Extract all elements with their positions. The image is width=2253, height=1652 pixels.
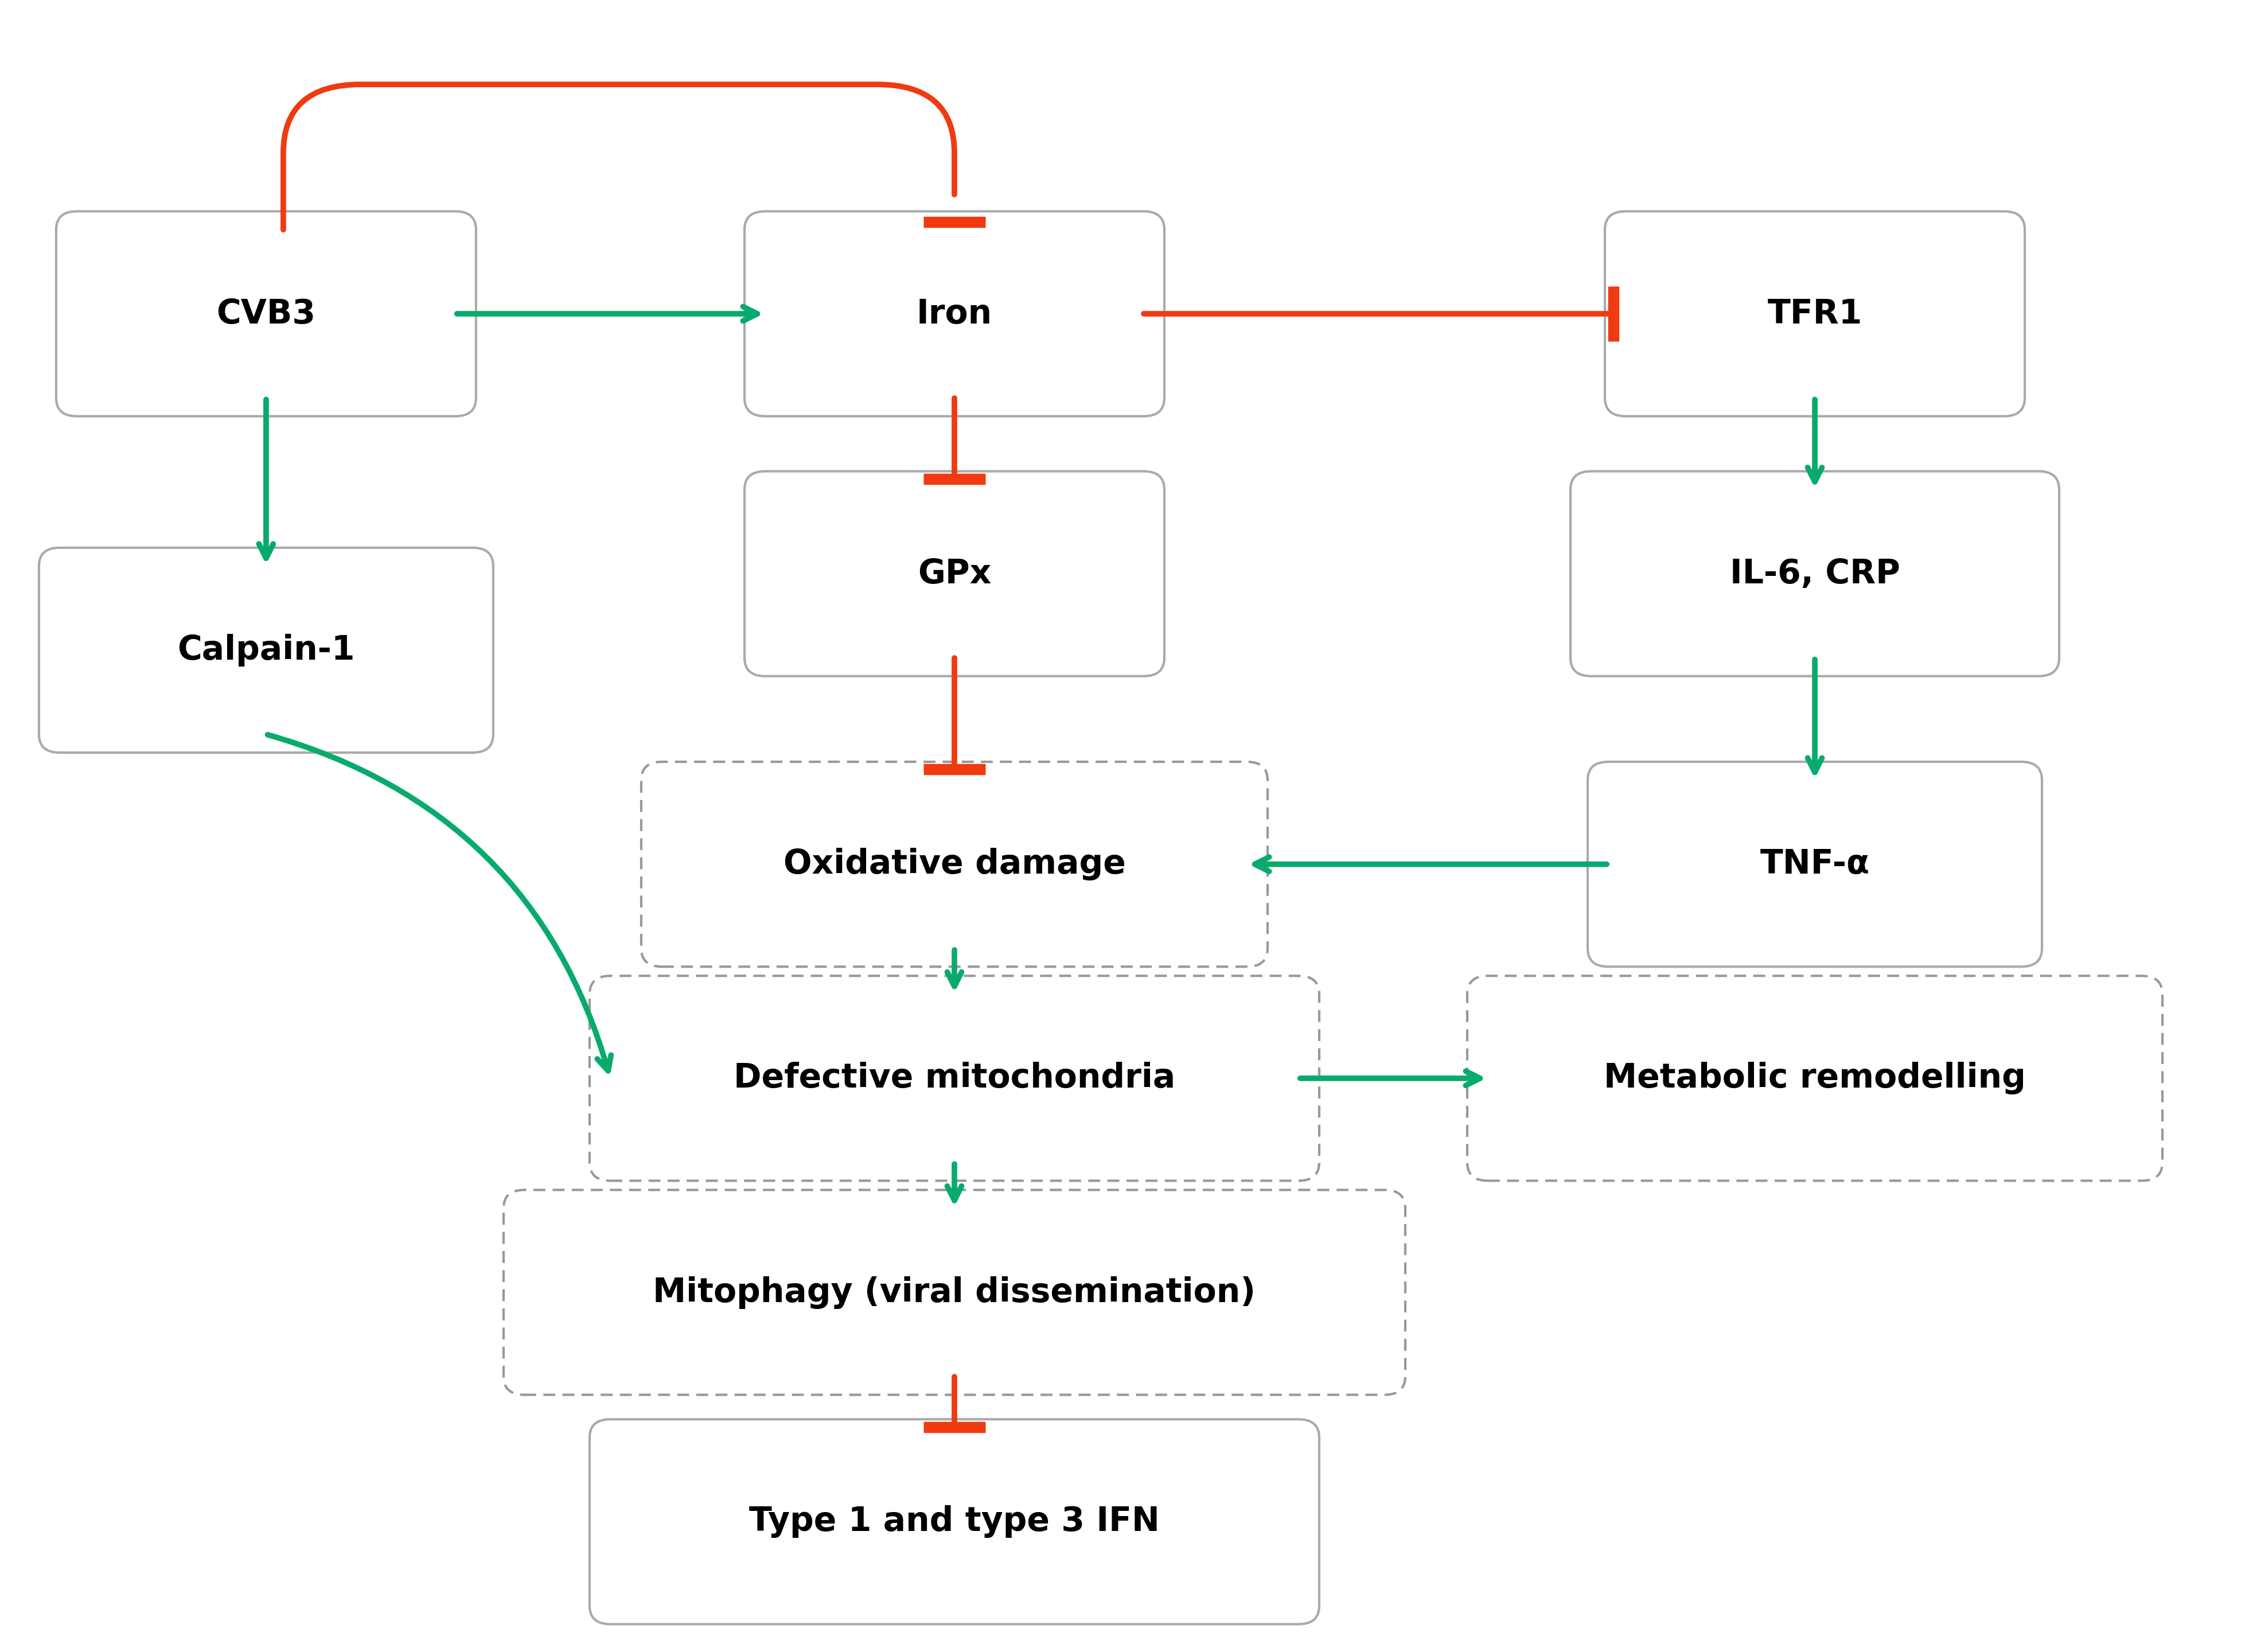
FancyBboxPatch shape — [1604, 211, 2025, 416]
Text: Defective mitochondria: Defective mitochondria — [734, 1062, 1176, 1095]
FancyBboxPatch shape — [505, 1189, 1406, 1394]
Text: TNF-α: TNF-α — [1760, 847, 1870, 881]
FancyBboxPatch shape — [590, 1419, 1320, 1624]
Text: IL-6, CRP: IL-6, CRP — [1730, 557, 1899, 590]
FancyBboxPatch shape — [1570, 471, 2059, 676]
Text: Type 1 and type 3 IFN: Type 1 and type 3 IFN — [748, 1505, 1160, 1538]
Text: Mitophagy (viral dissemination): Mitophagy (viral dissemination) — [653, 1275, 1255, 1308]
FancyBboxPatch shape — [590, 976, 1320, 1181]
Text: Calpain-1: Calpain-1 — [178, 634, 356, 666]
FancyBboxPatch shape — [1588, 762, 2041, 966]
FancyArrowPatch shape — [268, 735, 611, 1070]
Text: TFR1: TFR1 — [1766, 297, 1863, 330]
Text: Metabolic remodelling: Metabolic remodelling — [1604, 1062, 2025, 1095]
FancyBboxPatch shape — [56, 211, 475, 416]
FancyBboxPatch shape — [743, 211, 1165, 416]
Text: GPx: GPx — [917, 557, 991, 590]
Text: Oxidative damage: Oxidative damage — [784, 847, 1126, 881]
Text: CVB3: CVB3 — [216, 297, 315, 330]
FancyBboxPatch shape — [1467, 976, 2163, 1181]
Text: Iron: Iron — [917, 297, 991, 330]
FancyBboxPatch shape — [642, 762, 1268, 966]
FancyBboxPatch shape — [743, 471, 1165, 676]
FancyBboxPatch shape — [38, 548, 493, 753]
